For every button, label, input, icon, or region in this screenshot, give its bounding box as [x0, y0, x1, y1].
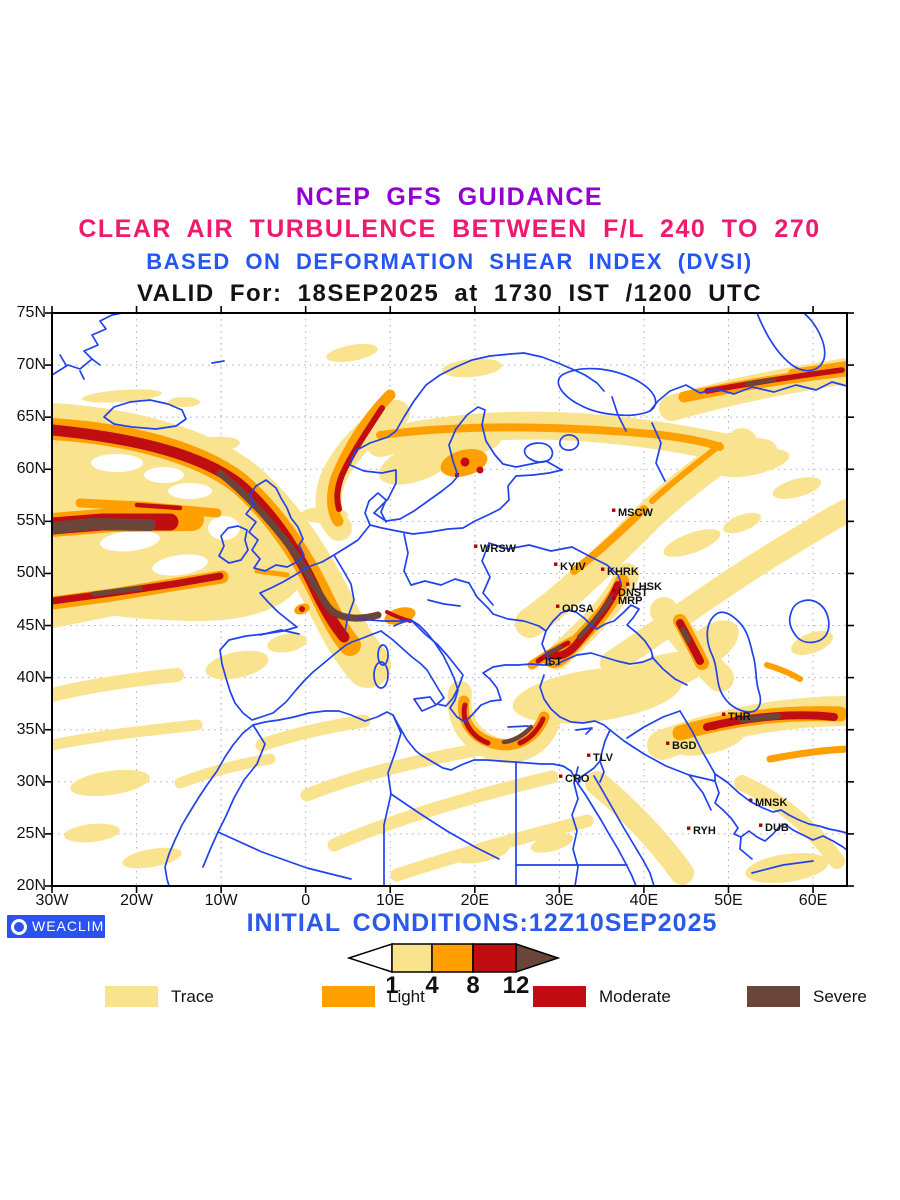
coastlines: [52, 313, 847, 886]
city-marker: [587, 753, 591, 757]
lon-tick-label: 10W: [204, 892, 238, 909]
subtitle-index: BASED ON DEFORMATION SHEAR INDEX (DVSI): [146, 249, 753, 274]
colorbar-arrow: [346, 942, 561, 974]
moderate-label: Moderate: [599, 987, 671, 1006]
lat-tick-label: 55N: [16, 512, 46, 530]
lat-tick-label: 65N: [16, 408, 46, 426]
colorbar-tick-12: 12: [502, 972, 530, 999]
city-marker: [612, 508, 616, 512]
lat-tick-label: 30N: [16, 772, 46, 790]
city-marker: [722, 712, 726, 716]
moderate-swatch: [533, 986, 586, 1007]
lat-tick-label: 40N: [16, 668, 46, 686]
colorbar-segment-light: [431, 943, 474, 973]
lat-tick-label: 25N: [16, 824, 46, 842]
lat-tick-label: 50N: [16, 564, 46, 582]
city-label-bgd: BGD: [672, 740, 697, 752]
axis-ticks: [45, 306, 854, 893]
city-marker: [556, 604, 560, 608]
lat-tick-label: 45N: [16, 616, 46, 634]
city-label-dub: DUB: [765, 822, 789, 834]
city-label-thr: THR: [728, 711, 751, 723]
city-label-tlv: TLV: [593, 752, 614, 764]
city-label-mrp: MRP: [618, 595, 642, 607]
lon-tick-label: 50E: [714, 892, 743, 909]
colorbar-left-arrow: [346, 942, 393, 974]
city-marker: [539, 657, 543, 661]
city-label-khrk: KHRK: [607, 566, 639, 578]
turbulence-severe-layer: [52, 377, 781, 745]
light-swatch: [322, 986, 375, 1007]
city-marker: [554, 562, 558, 566]
colorbar-tick-8: 8: [466, 972, 480, 999]
lat-tick-label: 70N: [16, 356, 46, 374]
city-label-wrsw: WRSW: [480, 543, 517, 555]
severe-swatch: [747, 986, 800, 1007]
lat-tick-label: 75N: [16, 304, 46, 321]
city-marker: [474, 544, 478, 548]
city-marker: [612, 596, 616, 600]
trace-swatch: [105, 986, 158, 1007]
valid-time-line: VALID For: 18SEP2025 at 1730 IST /1200 U…: [136, 280, 763, 307]
colorbar-tick-1: 1: [385, 972, 399, 999]
city-label-mnsk: MNSK: [755, 797, 787, 809]
lon-tick-label: 10E: [376, 892, 405, 909]
city-marker: [666, 741, 670, 745]
logo-text: WEACLIM: [32, 918, 105, 934]
city-label-mscw: MSCW: [618, 507, 653, 519]
colorbar-tick-4: 4: [425, 972, 439, 999]
colorbar-right-arrow: [515, 942, 561, 974]
colorbar-segment-moderate: [472, 943, 517, 973]
city-label-dnst: DNST: [618, 587, 648, 599]
city-marker: [626, 582, 630, 586]
city-label-cro: CRO: [565, 773, 590, 785]
city-marker: [759, 823, 763, 827]
trace-label: Trace: [171, 987, 214, 1006]
light-label: Light: [388, 987, 425, 1006]
city-marker: [612, 588, 616, 592]
lon-tick-label: 40E: [629, 892, 659, 909]
city-marker: [601, 567, 605, 571]
city-marker: [687, 826, 691, 830]
lat-tick-label: 35N: [16, 720, 46, 738]
colorbar-segment-trace: [391, 943, 433, 973]
severe-label: Severe: [813, 987, 867, 1006]
city-marker: [559, 774, 563, 778]
city-marker: [749, 798, 753, 802]
page-title: NCEP GFS GUIDANCE: [295, 183, 604, 211]
city-label-lhsk: LHSK: [632, 581, 662, 593]
map-frame: [51, 312, 848, 887]
weaclim-logo: WEACLIM: [7, 915, 105, 938]
lon-tick-label: 30W: [35, 892, 69, 909]
lat-tick-label: 20N: [16, 876, 46, 894]
map-area: MSCW WRSW KYIV KHRK LHSK DNST MRP ODSA IST TLV CRO…: [45, 306, 854, 893]
lon-tick-label: 20W: [120, 892, 153, 909]
lon-tick-label: 30E: [545, 892, 574, 909]
city-label-odsa: ODSA: [562, 603, 594, 615]
initial-conditions-label: INITIAL CONDITIONS:12Z10SEP2025: [246, 909, 718, 937]
lon-tick-label: 0: [301, 892, 311, 909]
logo-ring-icon: [11, 918, 27, 935]
lon-tick-label: 60E: [798, 892, 828, 909]
lon-tick-label: 20E: [460, 892, 490, 909]
city-label-kyiv: KYIV: [560, 561, 586, 573]
subtitle-turbulence: CLEAR AIR TURBULENCE BETWEEN F/L 240 TO …: [78, 215, 821, 243]
city-label-ist: IST: [545, 656, 562, 668]
city-label-ryh: RYH: [693, 825, 716, 837]
lat-tick-label: 60N: [16, 460, 46, 478]
